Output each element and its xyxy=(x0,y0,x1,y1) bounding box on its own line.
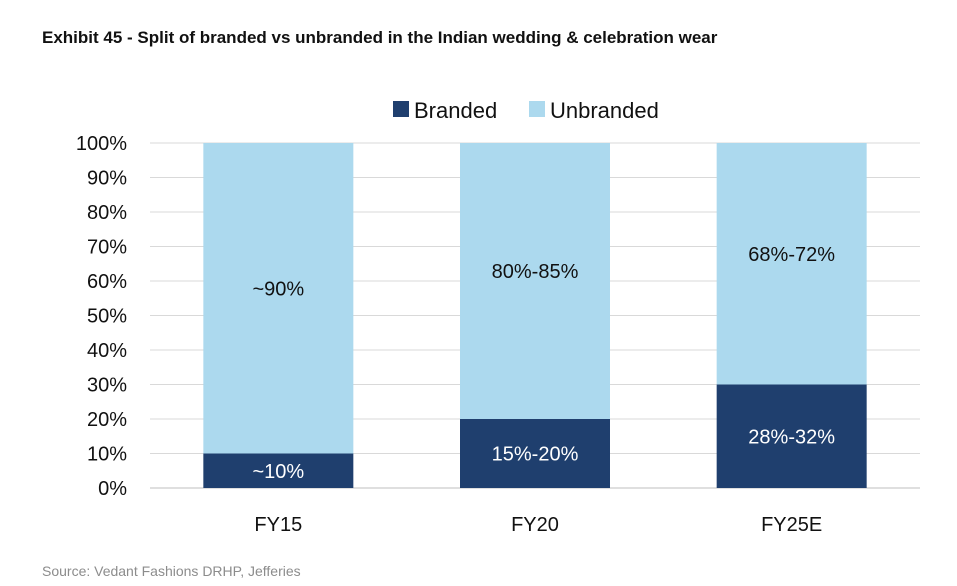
data-label: ~10% xyxy=(252,461,304,483)
y-tick-label: 70% xyxy=(87,237,127,259)
legend-swatch-unbranded xyxy=(529,101,545,117)
bar-branded-fy25e xyxy=(716,384,867,488)
bars xyxy=(203,143,867,488)
y-tick-label: 100% xyxy=(76,133,127,155)
data-labels: ~10% ~90% 15%-20% 80%-85% 28%-32% 68%-72% xyxy=(252,244,835,483)
source-note: Source: Vedant Fashions DRHP, Jefferies xyxy=(42,563,301,579)
y-axis: 0% 10% 20% 30% 40% 50% 60% 70% 80% 90% 100% xyxy=(76,133,127,500)
bar-branded-fy20 xyxy=(460,419,610,488)
x-axis: FY15 FY20 FY25E xyxy=(254,514,822,536)
y-tick-label: 40% xyxy=(87,340,127,362)
data-label: 80%-85% xyxy=(492,261,579,283)
y-tick-label: 0% xyxy=(98,478,127,500)
legend-label-branded: Branded xyxy=(414,98,497,123)
legend-swatch-branded xyxy=(393,101,409,117)
bar-unbranded-fy20 xyxy=(460,143,610,419)
bar-unbranded-fy15 xyxy=(203,143,354,454)
data-label: ~90% xyxy=(252,278,304,300)
x-category-label: FY20 xyxy=(511,514,559,536)
chart-title: Exhibit 45 - Split of branded vs unbrand… xyxy=(42,28,718,47)
y-tick-label: 10% xyxy=(87,444,127,466)
y-tick-label: 30% xyxy=(87,375,127,397)
y-tick-label: 20% xyxy=(87,409,127,431)
data-label: 28%-32% xyxy=(748,426,835,448)
x-category-label: FY15 xyxy=(254,514,302,536)
bar-unbranded-fy25e xyxy=(716,143,867,385)
data-label: 15%-20% xyxy=(492,444,579,466)
y-tick-label: 60% xyxy=(87,271,127,293)
x-category-label: FY25E xyxy=(761,514,822,536)
y-tick-label: 80% xyxy=(87,202,127,224)
bar-branded-fy15 xyxy=(203,453,354,488)
y-tick-label: 90% xyxy=(87,168,127,190)
y-tick-label: 50% xyxy=(87,306,127,328)
legend-label-unbranded: Unbranded xyxy=(550,98,659,123)
legend: Branded Unbranded xyxy=(393,98,659,123)
data-label: 68%-72% xyxy=(748,244,835,266)
